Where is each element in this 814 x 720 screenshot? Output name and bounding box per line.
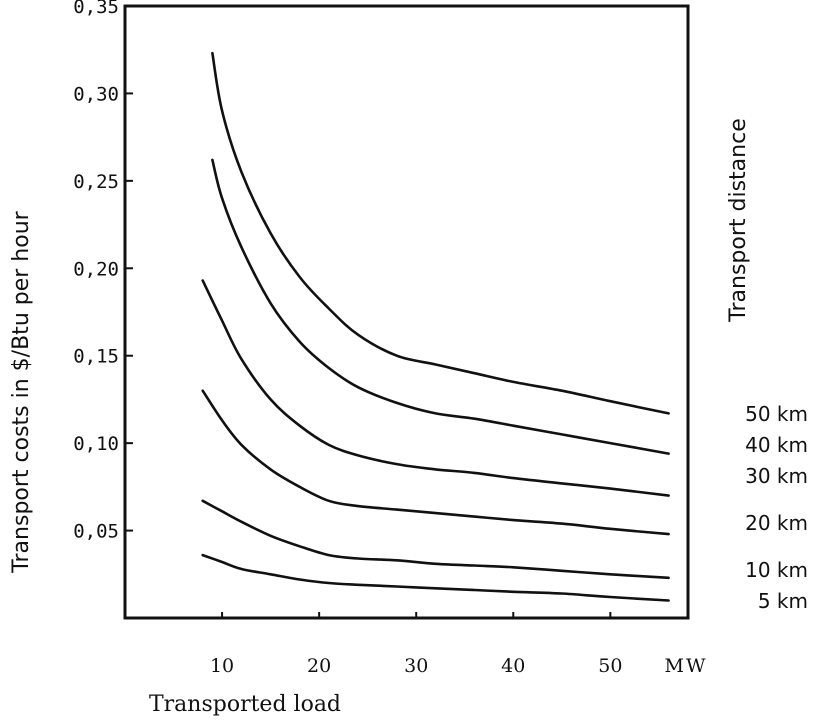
x-tick-label: 30 xyxy=(404,655,428,677)
series-label-5-km: 5 km xyxy=(758,589,808,613)
x-tick-label: 20 xyxy=(307,655,331,677)
series-line-50-km xyxy=(211,51,670,415)
y-tick-label: 0,15 xyxy=(73,346,119,368)
y-tick-label: 0,30 xyxy=(73,83,119,105)
series-line-5-km xyxy=(201,553,670,602)
right-axis-title: Transport distance xyxy=(726,118,751,322)
y-tick-label: 0,20 xyxy=(73,258,119,280)
series-label-20-km: 20 km xyxy=(745,511,808,535)
series-line-10-km xyxy=(201,499,670,580)
series-label-40-km: 40 km xyxy=(745,433,808,457)
x-axis-title: Transported load xyxy=(149,692,341,717)
series-line-20-km xyxy=(201,389,670,536)
y-axis-title: Transport costs in $/Btu per hour xyxy=(9,210,34,573)
y-tick-label: 0,25 xyxy=(73,171,119,193)
x-tick-label: 10 xyxy=(210,655,234,677)
y-tick-label: 0,10 xyxy=(73,433,119,455)
plot-frame xyxy=(123,4,690,620)
series-label-30-km: 30 km xyxy=(745,464,808,488)
x-tick-label: 50 xyxy=(598,655,622,677)
y-axis: 0,05 0,10 0,15 0,20 0,25 0,30 0,35 xyxy=(73,0,133,543)
series-labels: 50 km 40 km 30 km 20 km 10 km 5 km xyxy=(745,402,808,613)
series-label-50-km: 50 km xyxy=(745,402,808,426)
y-tick-label: 0,05 xyxy=(73,521,119,543)
plot-area xyxy=(123,4,690,620)
x-axis-unit: MW xyxy=(665,655,708,677)
series-line-30-km xyxy=(201,279,670,497)
series-line-40-km xyxy=(211,158,670,455)
y-tick-label: 0,35 xyxy=(73,0,119,18)
x-tick-label: 40 xyxy=(501,655,525,677)
series-label-10-km: 10 km xyxy=(745,558,808,582)
series-lines xyxy=(201,51,670,602)
x-axis: 10 20 30 40 50 xyxy=(210,612,622,677)
